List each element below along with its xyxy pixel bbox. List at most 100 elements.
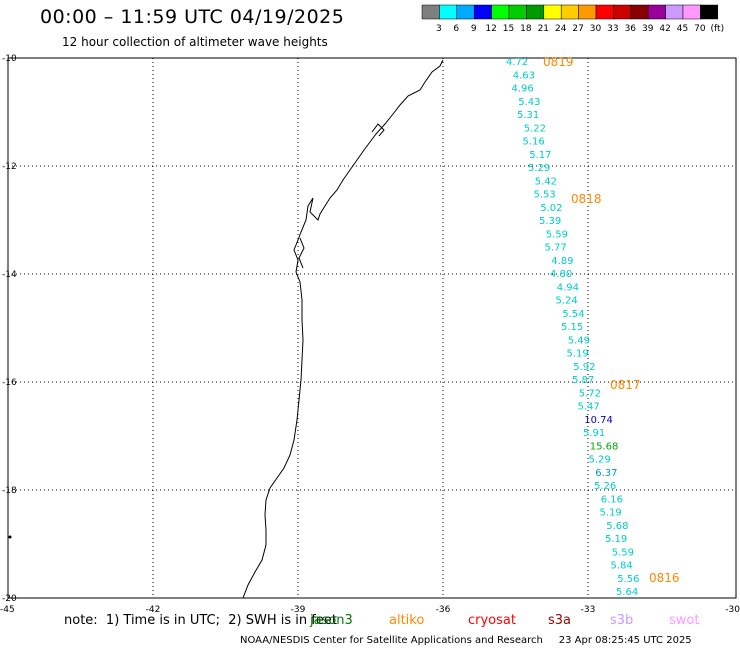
colorbar-label: 21 (538, 24, 549, 34)
swh-value-label: 5.02 (540, 203, 562, 214)
swh-value-label: 5.43 (518, 97, 540, 108)
swh-value-label: 5.68 (606, 521, 628, 532)
swh-value-label: 5.19 (567, 349, 589, 360)
swh-value-label: 5.42 (535, 176, 557, 187)
lon-tick-label: -45 (0, 605, 15, 615)
colorbar-swatch (700, 4, 719, 20)
colorbar-label: 30 (590, 24, 602, 34)
swh-value-label: 15.68 (590, 441, 619, 452)
lon-tick-label: -36 (436, 605, 451, 615)
satellite-legend-s3b: s3b (610, 613, 634, 628)
swh-value-label: 4.80 (550, 269, 572, 280)
swh-value-label: 6.16 (601, 494, 623, 505)
swh-value-label: 5.24 (556, 296, 578, 307)
colorbar-label: (ft) (711, 24, 725, 34)
lat-tick-label: -16 (2, 378, 17, 388)
pass-time-label: 0817 (610, 378, 641, 392)
swh-value-label: 5.84 (611, 561, 633, 572)
colorbar-label: 24 (555, 24, 567, 34)
swh-value-label: 10.74 (584, 415, 613, 426)
colorbar-swatch (526, 4, 545, 20)
colorbar-swatch (613, 4, 632, 20)
swh-value-label: 5.17 (529, 150, 551, 161)
lat-tick-label: -18 (2, 486, 17, 496)
swh-value-label: 4.89 (551, 256, 573, 267)
satellite-legend-altiko: altiko (389, 613, 425, 628)
swh-value-label: 5.64 (616, 587, 638, 598)
footer-credit: NOAA/NESDIS Center for Satellite Applica… (240, 635, 692, 646)
satellite-legend-swot: swot (669, 613, 700, 628)
colorbar-swatch (421, 4, 440, 20)
colorbar-swatch (578, 4, 597, 20)
swh-value-label: 5.87 (572, 375, 594, 386)
swh-value-label: 4.96 (512, 84, 534, 95)
swh-value-label: 5.26 (594, 481, 616, 492)
colorbar-label: 45 (677, 24, 688, 34)
colorbar-label: 15 (503, 24, 514, 34)
colorbar-label: 36 (625, 24, 637, 34)
swh-value-label: 5.59 (546, 229, 568, 240)
colorbar-swatch (682, 4, 701, 20)
lat-tick-label: -12 (2, 162, 17, 172)
pass-time-label: 0816 (649, 571, 680, 585)
swh-value-label: 5.16 (523, 137, 545, 148)
pass-time-label: 0819 (543, 55, 574, 69)
swh-value-label: 5.15 (561, 322, 583, 333)
colorbar-label: 9 (471, 24, 477, 34)
swh-value-label: 5.22 (524, 123, 546, 134)
page-title: 00:00 – 11:59 UTC 04/19/2025 (40, 6, 345, 28)
swh-value-label: 5.31 (517, 110, 539, 121)
swh-value-label: 5.72 (579, 388, 601, 399)
colorbar-swatch (560, 4, 579, 20)
colorbar-label: 18 (520, 24, 532, 34)
swh-value-label: 6.37 (595, 468, 617, 479)
swh-value-label: 5.49 (568, 335, 590, 346)
coastline-inlet (298, 237, 305, 269)
colorbar-swatch (439, 4, 458, 20)
swh-value-label: 5.47 (578, 402, 600, 413)
colorbar-label: 27 (572, 24, 583, 34)
swh-value-label: 4.72 (506, 57, 528, 68)
lat-tick-label: -20 (2, 594, 17, 604)
colorbar-label: 70 (694, 24, 706, 34)
lon-tick-label: -39 (291, 605, 306, 615)
pass-time-label: 0818 (571, 192, 602, 206)
swh-value-label: 5.91 (583, 428, 605, 439)
colorbar-swatch (595, 4, 614, 20)
island-marker (8, 535, 12, 539)
plot-frame (7, 57, 737, 599)
swh-value-label: 5.59 (612, 547, 634, 558)
colorbar-swatch (630, 4, 649, 20)
lon-tick-label: -30 (725, 605, 740, 615)
colorbar-swatch (665, 4, 684, 20)
colorbar-label: 12 (485, 24, 496, 34)
lat-tick-label: -14 (2, 270, 17, 280)
swh-value-label: 5.29 (589, 455, 611, 466)
lat-tick-label: -10 (2, 54, 17, 64)
colorbar-label: 33 (607, 24, 618, 34)
lon-tick-label: -42 (146, 605, 161, 615)
page-subtitle: 12 hour collection of altimeter wave hei… (62, 35, 328, 49)
colorbar-swatch (473, 4, 492, 20)
colorbar-swatch (543, 4, 562, 20)
colorbar-swatch (647, 4, 666, 20)
colorbar-label: 39 (642, 24, 654, 34)
swh-value-label: 4.63 (513, 70, 535, 81)
colorbar-swatch (508, 4, 527, 20)
lon-tick-label: -33 (581, 605, 596, 615)
colorbar-swatch (456, 4, 475, 20)
swh-value-label: 5.77 (545, 243, 567, 254)
swh-value-label: 5.53 (534, 190, 556, 201)
colorbar-label: 42 (659, 24, 670, 34)
coastline (242, 59, 444, 599)
swh-value-label: 5.29 (528, 163, 550, 174)
footer-note: note: 1) Time is in UTC; 2) SWH is in fe… (64, 613, 337, 628)
coastline-inlet (371, 123, 385, 137)
swh-value-label: 5.54 (562, 309, 584, 320)
colorbar-label: 3 (436, 24, 442, 34)
swh-value-label: 5.92 (573, 362, 595, 373)
swh-value-label: 4.94 (557, 282, 579, 293)
swh-value-label: 5.39 (539, 216, 561, 227)
